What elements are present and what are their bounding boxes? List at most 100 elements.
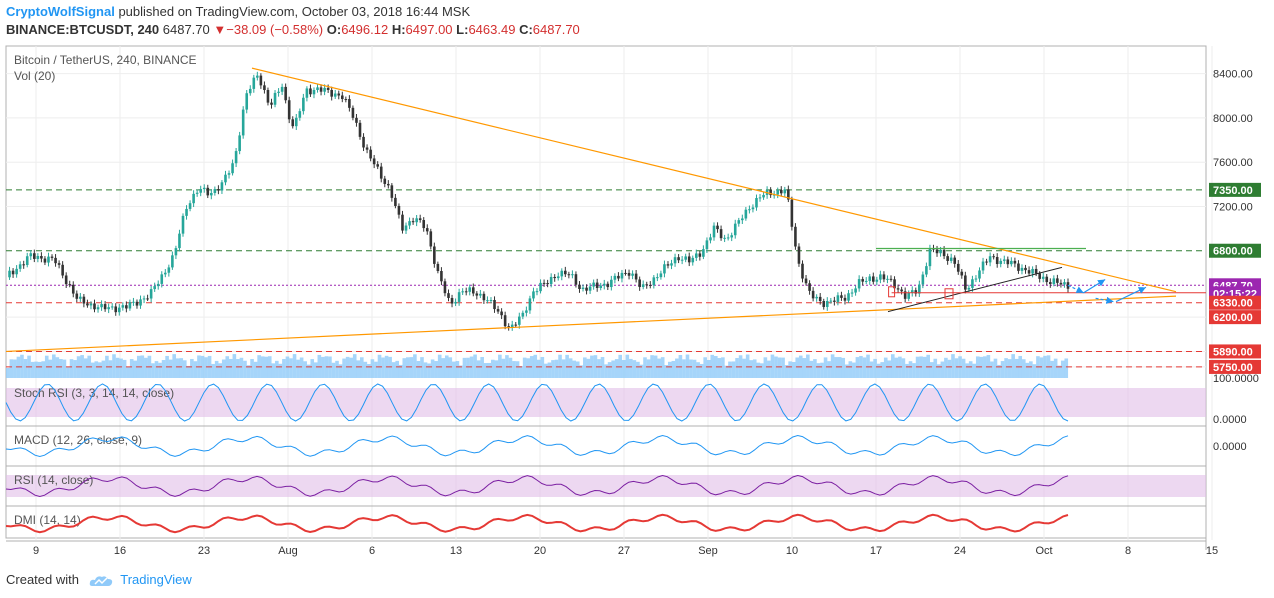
volume-bar [172, 354, 176, 378]
candle-body [670, 263, 673, 266]
volume-bar [699, 363, 704, 378]
volume-bar [990, 361, 994, 378]
volume-bar [508, 357, 513, 378]
price-chart[interactable]: Bitcoin / TetherUS, 240, BINANCE Vol (20)… [0, 40, 1274, 570]
volume-bar [370, 359, 375, 378]
volume-bar [547, 362, 552, 378]
ascending-trendline [5, 295, 1177, 353]
candle-body [684, 256, 687, 260]
candle-body [341, 95, 344, 100]
candle-body [811, 290, 815, 299]
volume-bar [784, 365, 789, 378]
volume-bar [413, 354, 417, 378]
candle-body [33, 253, 36, 259]
volume-bar [876, 363, 881, 378]
volume-bar [391, 362, 396, 378]
candle-body [712, 225, 716, 238]
candle-body [956, 263, 960, 272]
volume-bar [94, 361, 99, 378]
candle-body [985, 261, 988, 263]
volume-bar [745, 354, 750, 378]
level-badge-1 [1209, 243, 1261, 258]
volume-bar [901, 358, 906, 378]
volume-bar [253, 361, 258, 378]
candle-body [585, 287, 588, 291]
volume-bar [133, 360, 138, 378]
candle-body [889, 278, 893, 280]
candle-body [493, 299, 496, 310]
volume-bar [937, 364, 941, 378]
volume-bar [869, 361, 874, 378]
candle-body [921, 274, 925, 285]
candle-body [942, 249, 946, 257]
volume-bar [37, 361, 42, 378]
volume-bar [940, 361, 945, 378]
candle-body [857, 279, 861, 289]
candle-body [192, 193, 195, 204]
volume-bar [416, 360, 421, 378]
volume-bar [820, 362, 824, 378]
candle-body [974, 278, 978, 280]
volume-bar [774, 356, 778, 378]
xtick-label-6: 6 [369, 545, 375, 557]
candle-body [868, 276, 872, 281]
indicator-label-2: RSI (14, close) [14, 473, 93, 487]
volume-bar [1043, 355, 1047, 378]
volume-bar [742, 358, 746, 378]
candle-body [107, 307, 110, 310]
chart-title: Bitcoin / TetherUS, 240, BINANCE [14, 53, 197, 67]
candle-body [1024, 267, 1027, 271]
candle-body [1027, 270, 1031, 274]
volume-bar [473, 354, 477, 378]
volume-bar [544, 363, 548, 378]
candle-body [93, 303, 96, 310]
candle-body [758, 197, 762, 199]
candle-body [988, 256, 992, 263]
candle-body [578, 284, 581, 289]
candle-body [914, 290, 918, 294]
volume-bar [427, 363, 431, 378]
candle-body [1017, 263, 1020, 271]
candle-body [779, 189, 783, 194]
symbol-label: BINANCE:BTCUSDT, 240 [6, 22, 160, 37]
pane-band-0 [6, 388, 1206, 417]
volume-bar [922, 356, 927, 378]
volume-label: Vol (20) [14, 69, 55, 83]
xtick-label-9: 9 [33, 545, 39, 557]
volume-bar [402, 358, 407, 378]
candle-body [546, 283, 549, 285]
candle-body [978, 270, 981, 279]
candle-body [365, 147, 369, 150]
author-link[interactable]: CryptoWolfSignal [6, 4, 115, 19]
candle-body [627, 272, 631, 276]
volume-bar [183, 360, 187, 378]
volume-bar [891, 354, 895, 378]
candle-body [1031, 268, 1034, 274]
volume-bar [388, 356, 392, 378]
candle-body [22, 264, 25, 266]
volume-bar [395, 360, 399, 378]
volume-bar [735, 357, 739, 378]
volume-bar [685, 354, 690, 378]
candle-body [666, 264, 670, 266]
volume-bar [951, 354, 955, 378]
volume-bar [112, 354, 116, 378]
candle-body [132, 301, 135, 303]
candle-body [496, 309, 500, 312]
volume-bar [660, 357, 665, 378]
tradingview-link[interactable]: TradingView [120, 572, 192, 587]
volume-bar [968, 361, 973, 378]
volume-bar [218, 363, 222, 378]
volume-bar [972, 363, 977, 378]
volume-bar [168, 359, 173, 378]
volume-bar [880, 362, 884, 378]
volume-bar [200, 355, 205, 378]
candle-body [539, 282, 542, 292]
volume-bar [554, 359, 559, 378]
volume-bar [13, 359, 17, 378]
candle-body [117, 307, 121, 313]
volume-bar [476, 360, 481, 378]
volume-bar [579, 365, 584, 378]
candle-body [333, 93, 337, 97]
indicator-tick-0-1: 0.0000 [1213, 414, 1247, 426]
